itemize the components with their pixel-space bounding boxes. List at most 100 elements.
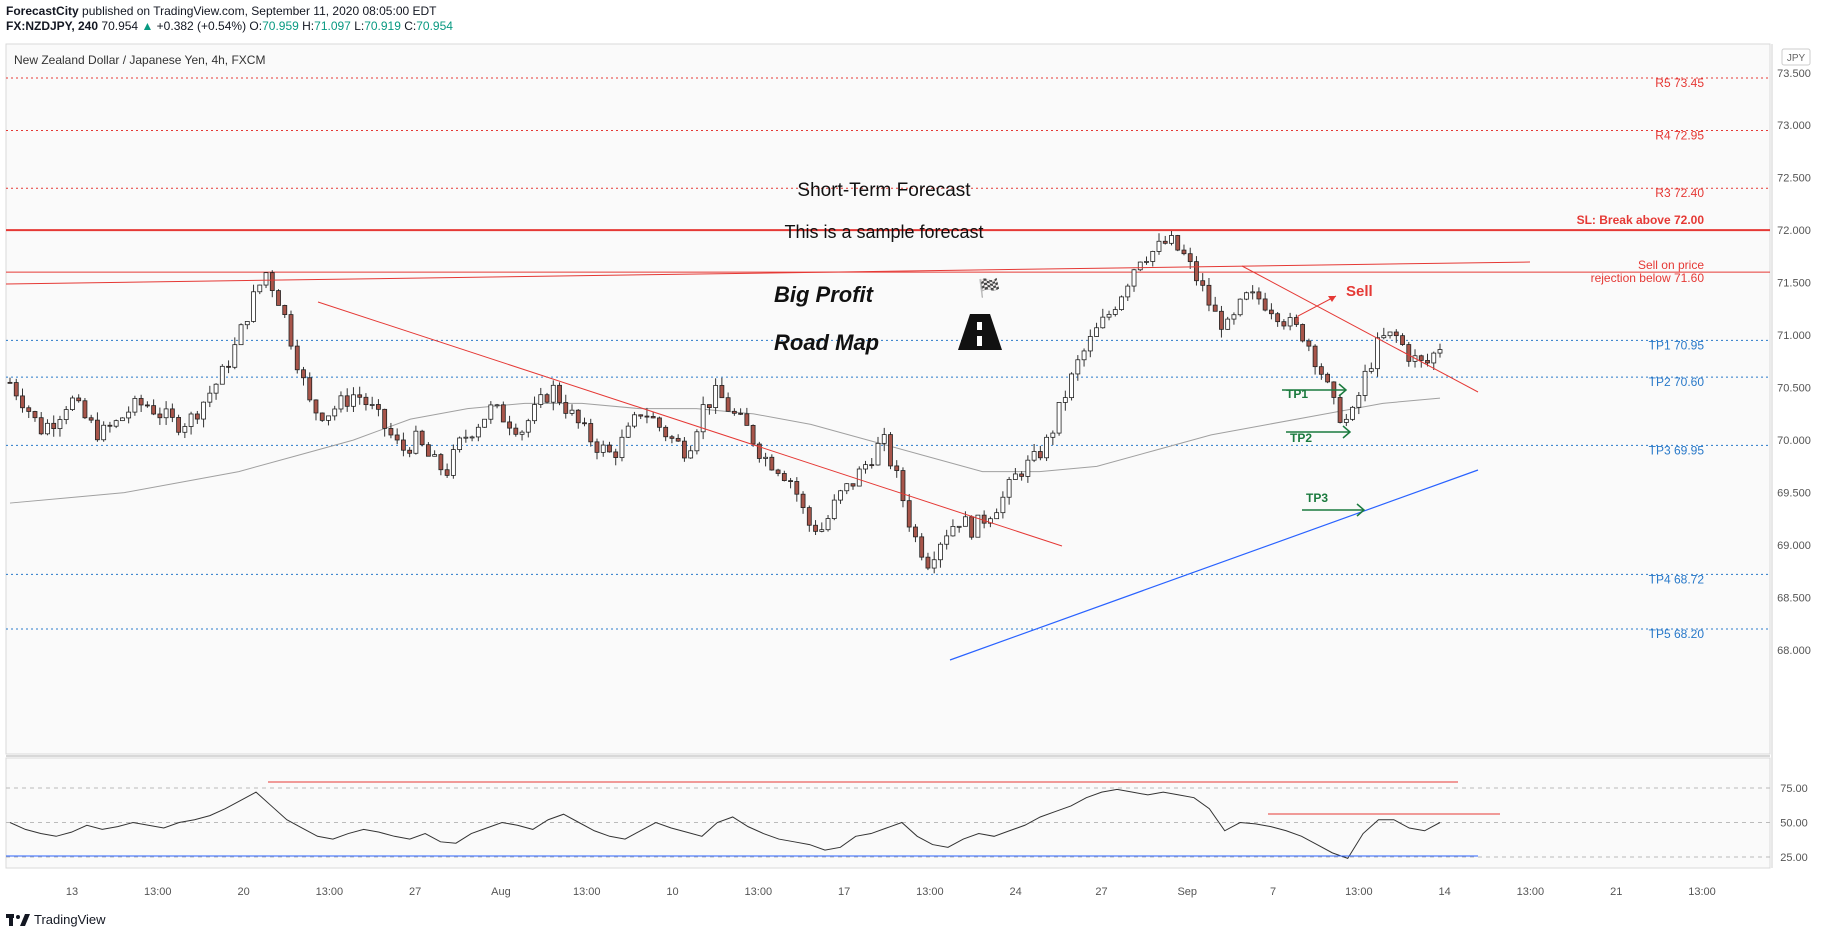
publisher-name[interactable]: ForecastCity — [6, 4, 79, 18]
candle-body — [7, 381, 13, 384]
candle-body — [994, 512, 1000, 520]
candle-body — [1281, 321, 1287, 327]
rsi-line — [9, 788, 1441, 859]
resistance-trendline — [1241, 265, 1479, 393]
candle-body — [1431, 352, 1437, 364]
candle-body — [888, 434, 893, 467]
candle-body — [1325, 373, 1330, 383]
candle-body — [563, 402, 569, 414]
candle-body — [1418, 355, 1424, 361]
x-tick-label: 13:00 — [144, 886, 172, 898]
candle-body — [388, 428, 394, 436]
candle-body — [682, 440, 687, 459]
tradingview-logo-icon — [6, 913, 30, 926]
candle-body — [1437, 349, 1443, 354]
candle-body — [731, 410, 737, 414]
candle-body — [332, 408, 338, 417]
candle-body — [363, 396, 369, 406]
y-tick-label: 72.500 — [1777, 173, 1811, 185]
candle-body — [981, 514, 987, 524]
candle-body — [1237, 298, 1243, 316]
rsi-pane — [5, 757, 1771, 869]
candle-body — [1362, 370, 1368, 396]
x-tick-label: Aug — [491, 886, 511, 898]
level-label: TP2 70.60 — [1649, 375, 1705, 389]
candle-body — [1200, 280, 1206, 286]
candle-body — [382, 408, 388, 429]
candle-body — [401, 439, 406, 451]
candle-body — [1137, 261, 1143, 271]
tp2-label: TP2 — [1290, 431, 1312, 445]
up-arrow-icon: ▲ — [141, 19, 154, 33]
main-pane — [5, 43, 1771, 755]
candle-body — [557, 384, 562, 403]
candle-body — [1025, 459, 1031, 477]
published-text: published on TradingView.com, September … — [82, 4, 437, 18]
candle-body — [538, 394, 544, 405]
candle-body — [944, 535, 950, 545]
candle-body — [70, 397, 75, 410]
x-tick-label: 24 — [1010, 886, 1022, 898]
tp-arrow-head — [1342, 425, 1352, 439]
y-tick-label: 68.000 — [1777, 645, 1811, 657]
forecast-subheading: This is a sample forecast — [784, 222, 983, 242]
candle-body — [1175, 235, 1181, 251]
x-tick-label: 17 — [838, 886, 850, 898]
x-tick-label: 13:00 — [1345, 886, 1373, 898]
candle-body — [219, 365, 225, 385]
rsi-tick-label: 75.00 — [1780, 783, 1808, 795]
currency-label: JPY — [1787, 53, 1806, 64]
candle-body — [869, 464, 875, 467]
candle-body — [875, 442, 881, 466]
x-tick-label: 13:00 — [573, 886, 601, 898]
candle-body — [963, 516, 968, 527]
candle-body — [1225, 318, 1231, 330]
candle-body — [1306, 340, 1312, 347]
candle-body — [1094, 327, 1099, 337]
price-change: +0.382 (+0.54%) — [156, 19, 247, 33]
candle-body — [1343, 418, 1349, 423]
candle-body — [1081, 350, 1087, 361]
candle-body — [1062, 397, 1068, 403]
publish-line: ForecastCity published on TradingView.co… — [6, 4, 453, 19]
candle-body — [1037, 451, 1043, 459]
candle-body — [1050, 432, 1056, 438]
level-label: R4 72.95 — [1655, 128, 1704, 142]
candle-body — [1250, 291, 1256, 294]
close-value: 70.954 — [416, 19, 453, 33]
candle-body — [126, 411, 132, 419]
candle-body — [1275, 313, 1281, 323]
candle-body — [376, 404, 381, 410]
candle-body — [494, 404, 500, 407]
candle-body — [788, 480, 793, 482]
tradingview-footer[interactable]: TradingView — [6, 912, 106, 927]
candle-body — [1019, 473, 1025, 477]
candle-body — [1031, 451, 1037, 461]
candle-body — [444, 469, 450, 476]
level-label: R3 72.40 — [1655, 186, 1704, 200]
candle-body — [457, 437, 463, 450]
candle-body — [1181, 249, 1187, 255]
candle-body — [931, 559, 937, 569]
candle-body — [938, 543, 943, 561]
candle-body — [863, 464, 868, 470]
candle-body — [838, 490, 843, 501]
candle-body — [344, 395, 350, 407]
candle-body — [213, 383, 219, 394]
candle-body — [650, 416, 656, 419]
x-tick-label: 13:00 — [916, 886, 944, 898]
sell-arrow — [1297, 295, 1337, 322]
candle-body — [475, 426, 481, 438]
candle-body — [644, 415, 650, 418]
candle-body — [1387, 331, 1393, 337]
candle-body — [51, 422, 57, 430]
candle-body — [800, 493, 806, 509]
candle-body — [369, 404, 375, 406]
sell-arrow-head — [1328, 296, 1336, 302]
candle-body — [488, 404, 494, 420]
moving-average-line — [9, 397, 1441, 504]
tp1-label: TP1 — [1286, 387, 1308, 401]
candle-body — [1375, 337, 1380, 370]
level-label: TP3 69.95 — [1649, 443, 1705, 457]
